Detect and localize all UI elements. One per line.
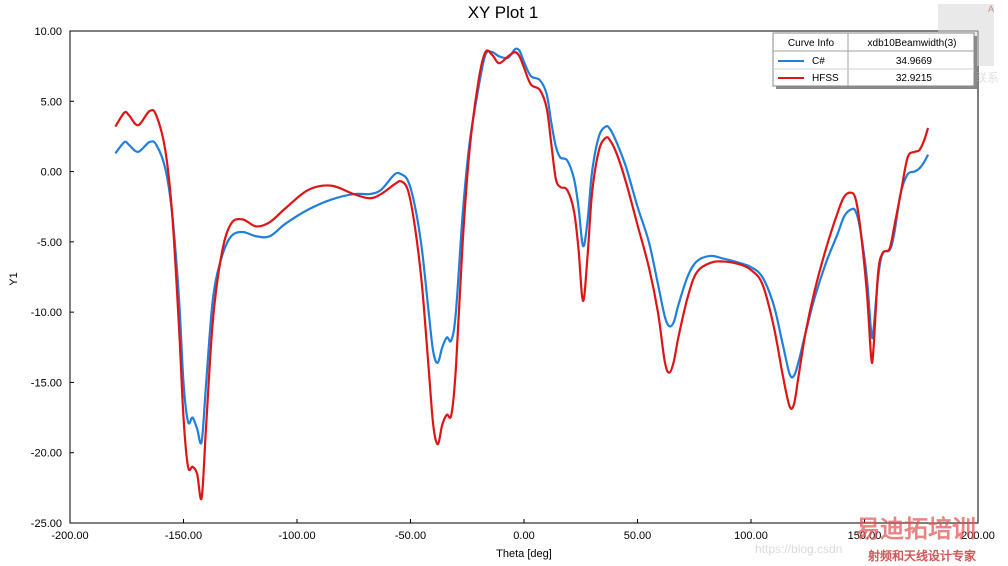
y-tick-label: -20.00 bbox=[31, 448, 62, 460]
x-tick-label: 150.00 bbox=[848, 530, 882, 542]
legend: Curve Info xdb10Beamwidth(3) C# 34.9669 … bbox=[772, 32, 977, 89]
y-tick-label: 10.00 bbox=[34, 26, 62, 38]
legend-name-hfss: HFSS bbox=[812, 73, 839, 84]
brand-watermark: 易迪拓培训 射频和天线设计专家 bbox=[856, 515, 977, 563]
brand-name: 易迪拓培训 bbox=[856, 515, 976, 543]
y-axis-ticks: 10.00 5.00 0.00 -5.00 -10.00 -15.00 -20.00 -25.… bbox=[31, 26, 74, 530]
series-line-c-sharp bbox=[114, 47, 930, 445]
legend-box bbox=[772, 32, 975, 87]
x-tick-label: -200.00 bbox=[51, 530, 88, 542]
x-axis-label: Theta [deg] bbox=[496, 548, 552, 560]
legend-value-c-sharp: 34.9669 bbox=[896, 56, 933, 67]
legend-header-beamwidth: xdb10Beamwidth(3) bbox=[868, 38, 957, 49]
y-tick-label: 0.00 bbox=[41, 167, 62, 179]
series-line-hfss bbox=[114, 49, 930, 501]
x-tick-label: -50.00 bbox=[395, 530, 426, 542]
y-axis-label: Y1 bbox=[8, 272, 20, 285]
y-tick-label: -10.00 bbox=[31, 307, 62, 319]
series-lines bbox=[114, 47, 930, 501]
chart-title: XY Plot 1 bbox=[468, 3, 539, 22]
legend-name-c-sharp: C# bbox=[812, 56, 825, 67]
x-tick-label: -100.00 bbox=[278, 530, 315, 542]
x-tick-label: 100.00 bbox=[734, 530, 768, 542]
y-tick-label: -25.00 bbox=[31, 518, 62, 530]
x-tick-label: 50.00 bbox=[624, 530, 652, 542]
x-tick-label: 0.00 bbox=[513, 530, 534, 542]
plot-area-frame bbox=[69, 30, 979, 524]
legend-value-hfss: 32.9215 bbox=[896, 73, 933, 84]
brand-tagline: 射频和天线设计专家 bbox=[867, 548, 977, 563]
x-axis-ticks: -200.00 -150.00 -100.00 -50.00 0.00 50.00 100.… bbox=[51, 519, 995, 542]
y-tick-label: 5.00 bbox=[41, 96, 62, 108]
y-tick-label: -5.00 bbox=[37, 237, 62, 249]
source-watermark: https://blog.csdn bbox=[755, 542, 842, 556]
legend-header-curve-info: Curve Info bbox=[788, 38, 835, 49]
y-tick-label: -15.00 bbox=[31, 377, 62, 389]
x-tick-label: -150.00 bbox=[165, 530, 202, 542]
side-watermark: 联系 bbox=[975, 71, 999, 85]
x-tick-label: 200.00 bbox=[961, 530, 995, 542]
